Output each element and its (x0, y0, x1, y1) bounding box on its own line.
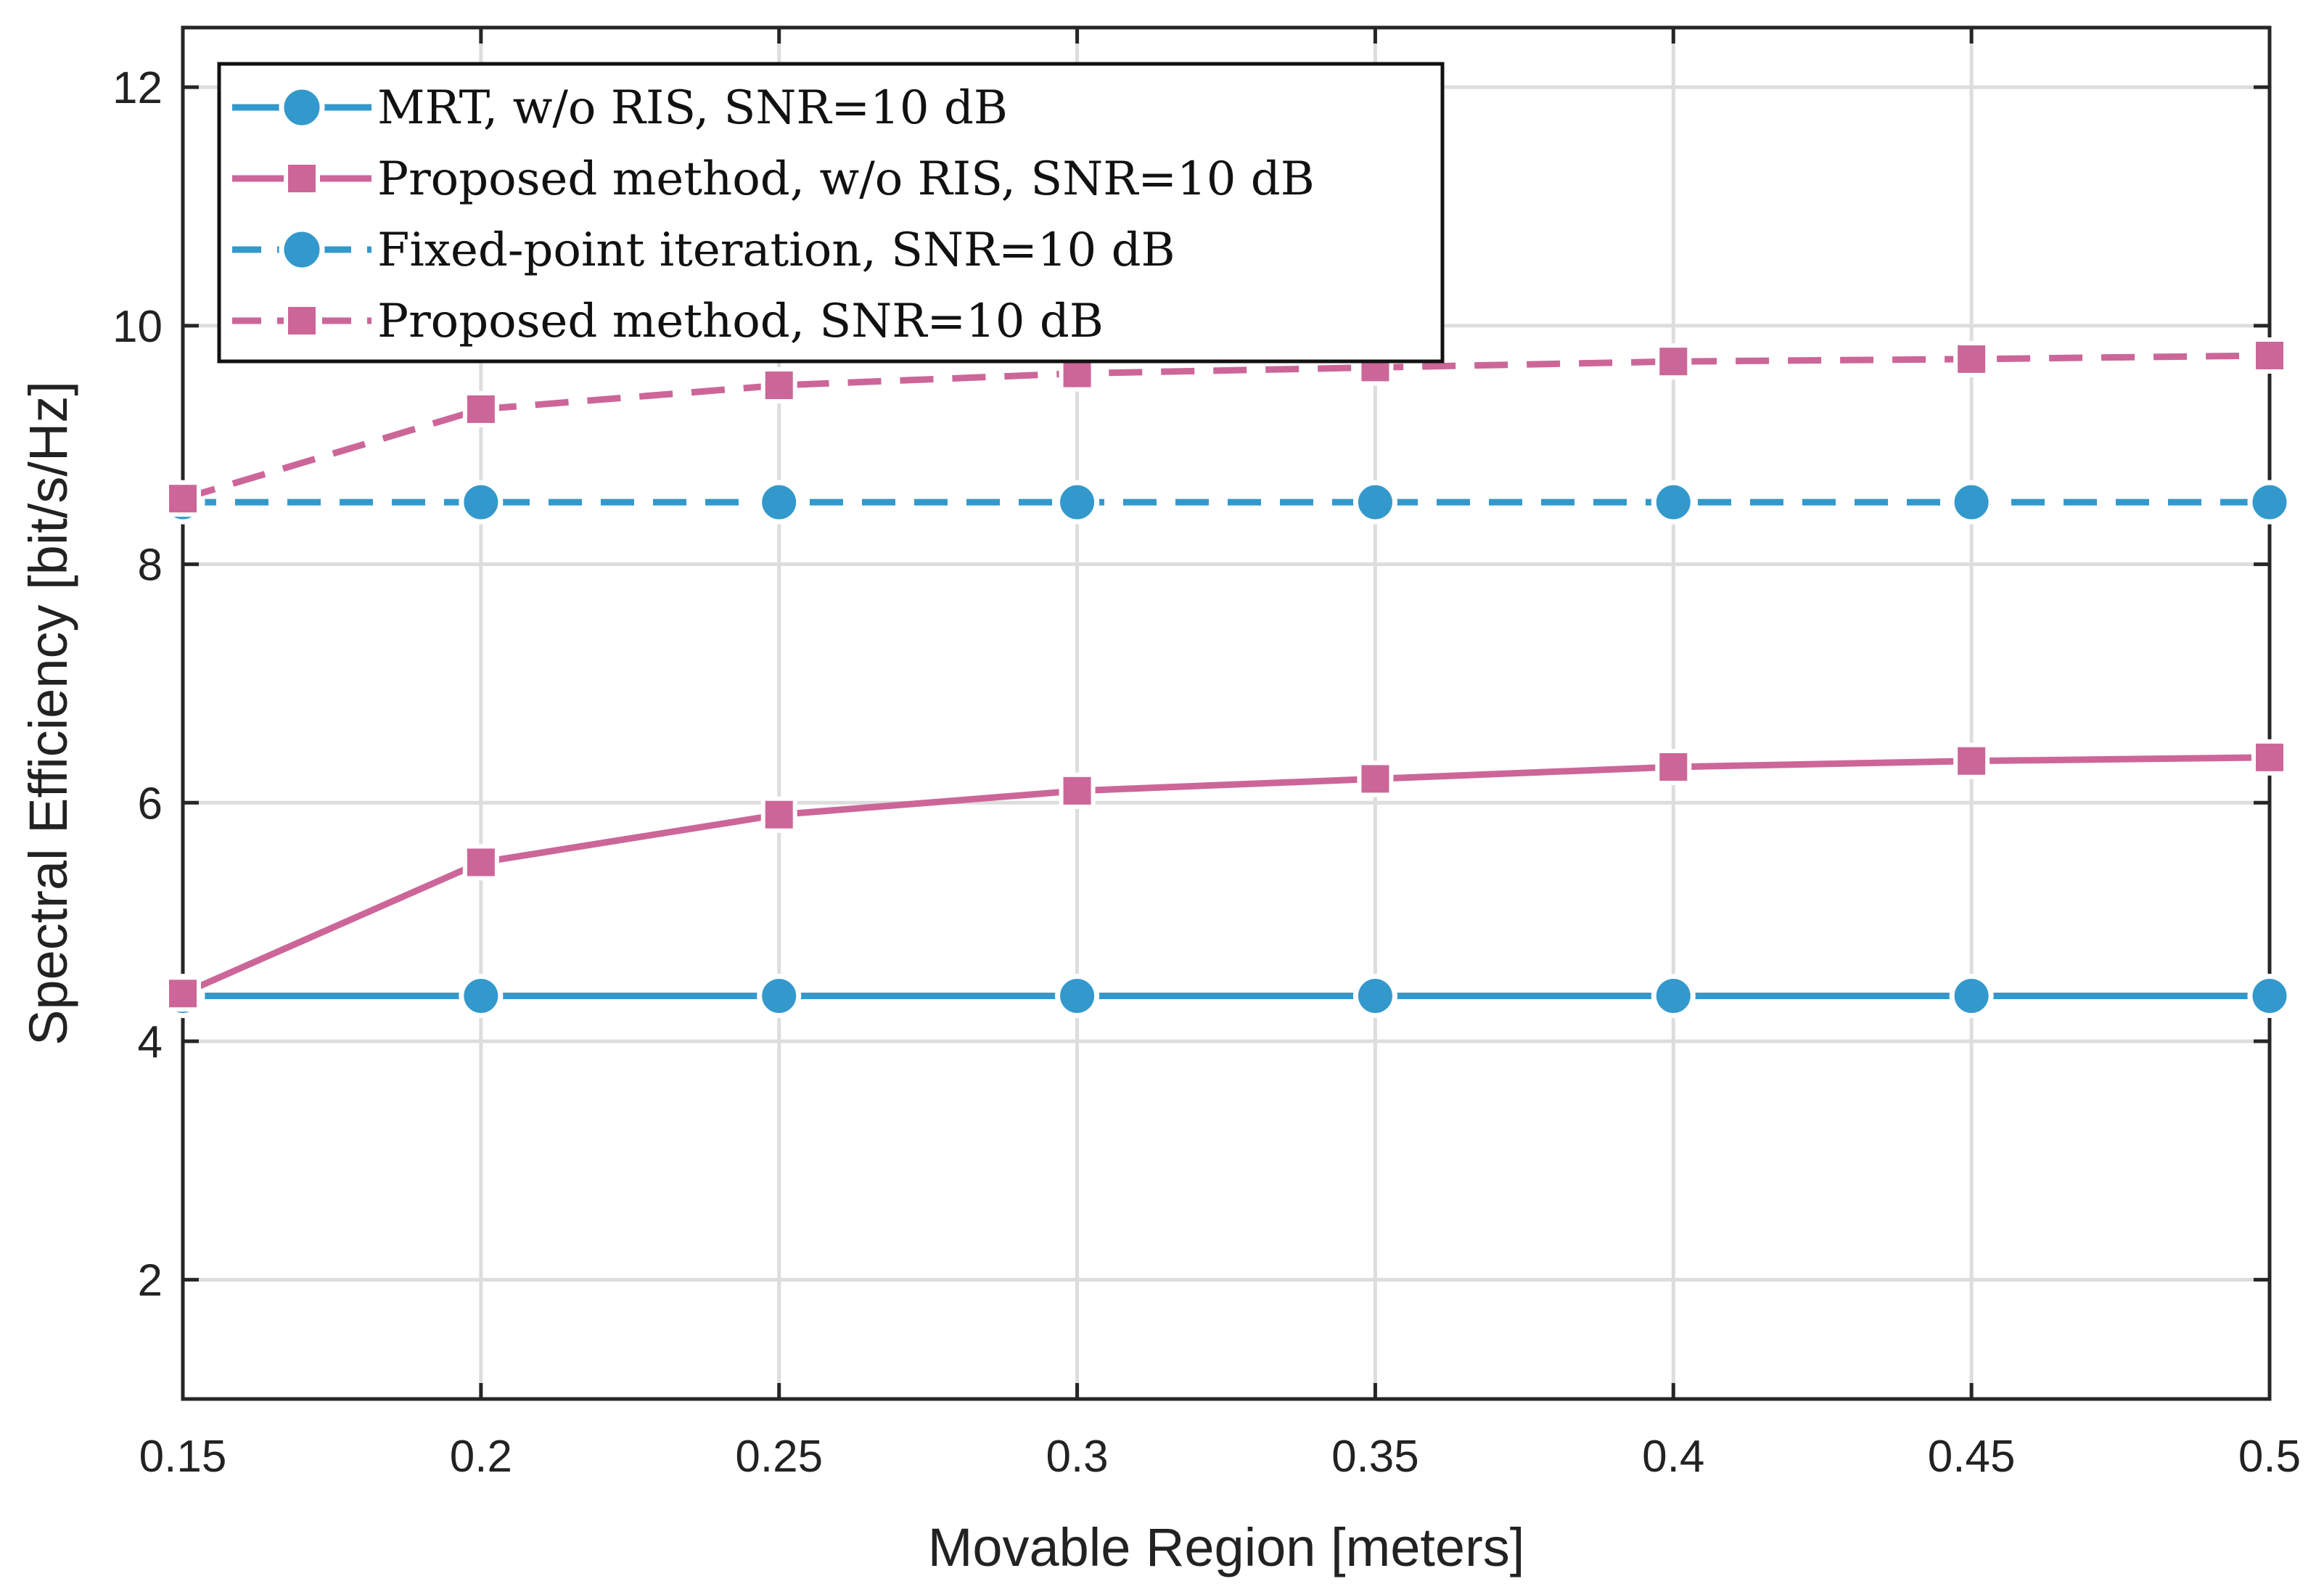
series-4-line (181, 352, 2270, 502)
x-tick-label: 0.2 (450, 1432, 512, 1482)
series-layer (160, 337, 2292, 1019)
y-tick-label: 12 (112, 63, 163, 113)
legend-label-1: MRT, w/o RIS, SNR=10 dB (377, 81, 1008, 135)
series-4 (165, 337, 2288, 517)
series-1-point (1949, 974, 1994, 1019)
x-tick-label: 0.3 (1046, 1432, 1108, 1482)
series-2-point (462, 844, 499, 881)
series-2-point (760, 796, 797, 833)
series-2-line (181, 754, 2270, 997)
series-3-point (1055, 480, 1100, 525)
series-3 (160, 480, 2292, 525)
series-2 (165, 739, 2288, 1012)
series-2-point (165, 975, 201, 1012)
legend-label-4: Proposed method, SNR=10 dB (377, 295, 1104, 348)
series-2-point (1357, 760, 1394, 797)
series-3-point (1949, 480, 1994, 525)
series-4-point (462, 390, 499, 427)
series-1-point (1352, 974, 1397, 1019)
series-3-point (459, 480, 504, 525)
series-3-point (757, 480, 802, 525)
y-axis-label: Spectral Efficiency [bit/s/Hz] (18, 381, 78, 1046)
series-1-point (459, 974, 504, 1019)
y-tick-label: 6 (138, 779, 163, 829)
series-2-point (1655, 748, 1692, 785)
series-2-point (1059, 772, 1096, 809)
series-2-point (2251, 739, 2288, 776)
series-1 (160, 974, 2292, 1019)
y-tick-label: 8 (138, 541, 163, 591)
series-2-point (1953, 742, 1990, 779)
legend-label-2: Proposed method, w/o RIS, SNR=10 dB (377, 152, 1315, 206)
series-1-point (1055, 974, 1100, 1019)
series-4-point (2251, 337, 2288, 374)
ticks: 0.15 0.2 0.25 0.3 0.35 0.4 0.45 0.5 2 4 6 8 10 12 (112, 28, 2301, 1482)
legend-label-3: Fixed-point iteration, SNR=10 dB (377, 223, 1175, 277)
legend-marker-4 (284, 303, 320, 339)
x-axis-label: Movable Region [meters] (928, 1517, 1525, 1577)
series-4-point (1655, 343, 1692, 380)
y-tick-label: 2 (138, 1256, 163, 1306)
series-4-point (165, 480, 201, 517)
x-tick-label: 0.4 (1642, 1432, 1704, 1482)
y-tick-label: 4 (138, 1017, 163, 1067)
x-tick-label: 0.15 (139, 1432, 227, 1482)
series-1-point (2247, 974, 2292, 1019)
x-tick-label: 0.25 (735, 1432, 823, 1482)
x-tick-label: 0.35 (1331, 1432, 1419, 1482)
series-3-point (1352, 480, 1397, 525)
x-tick-label: 0.45 (1928, 1432, 2016, 1482)
series-3-point (2247, 480, 2292, 525)
legend: MRT, w/o RIS, SNR=10 dB Proposed method, … (217, 62, 1445, 364)
legend-marker-3 (279, 226, 325, 273)
series-1-point (757, 974, 802, 1019)
legend-marker-1 (279, 84, 325, 131)
series-4-point (1953, 340, 1990, 377)
series-3-point (1651, 480, 1696, 525)
plot-frame (181, 25, 2272, 1401)
series-4-point (760, 367, 797, 404)
x-tick-label: 0.5 (2238, 1432, 2301, 1482)
legend-box (217, 62, 1445, 364)
series-1-point (1651, 974, 1696, 1019)
y-tick-label: 10 (112, 302, 163, 352)
legend-marker-2 (284, 160, 320, 197)
